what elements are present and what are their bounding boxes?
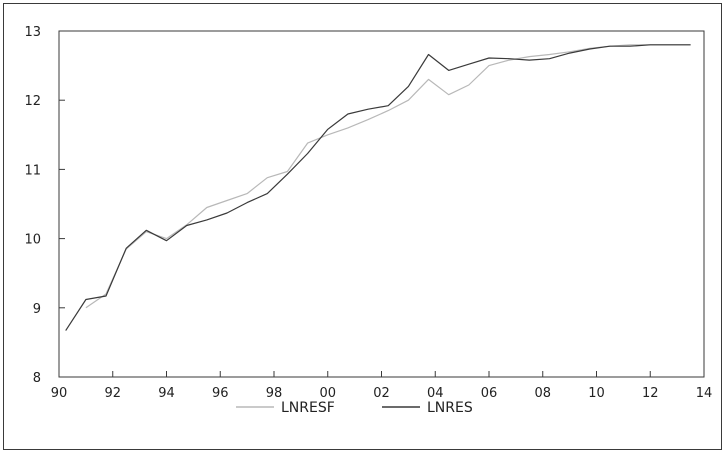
y-tick-label: 9 <box>33 302 41 317</box>
x-tick-label: 00 <box>319 386 336 401</box>
plot-area-frame <box>58 30 705 378</box>
series-line-lnres <box>65 44 691 331</box>
x-axis-ticks: 90 92 94 96 98 00 02 04 06 08 10 12 14 <box>51 371 713 401</box>
x-tick-label: 96 <box>212 386 229 401</box>
x-tick-label: 08 <box>534 386 551 401</box>
series-lines <box>65 44 691 331</box>
x-tick-label: 06 <box>481 386 498 401</box>
legend: LNRESF LNRES <box>236 400 473 416</box>
axes <box>58 30 705 378</box>
x-tick-label: 98 <box>266 386 283 401</box>
x-tick-label: 90 <box>51 386 68 401</box>
line-chart: 8 9 10 11 12 13 90 92 94 96 98 00 02 04 06 08 10 12 14 LN… <box>24 25 713 416</box>
chart-figure: 8 9 10 11 12 13 90 92 94 96 98 00 02 04 06 08 10 12 14 LN… <box>3 3 722 450</box>
x-tick-label: 94 <box>158 386 175 401</box>
legend-label-lnresf: LNRESF <box>281 400 335 416</box>
x-tick-label: 12 <box>642 386 659 401</box>
x-tick-label: 02 <box>373 386 390 401</box>
x-tick-label: 10 <box>588 386 605 401</box>
x-tick-label: 04 <box>427 386 444 401</box>
series-line-lnresf <box>85 44 691 309</box>
y-tick-label: 12 <box>24 94 41 109</box>
legend-label-lnres: LNRES <box>427 400 473 416</box>
x-tick-label: 92 <box>104 386 121 401</box>
y-tick-label: 10 <box>24 233 41 248</box>
y-tick-label: 11 <box>24 163 41 178</box>
y-tick-label: 13 <box>24 25 41 40</box>
y-tick-label: 8 <box>33 371 41 386</box>
y-axis-ticks: 8 9 10 11 12 13 <box>24 25 65 386</box>
x-tick-label: 14 <box>696 386 713 401</box>
